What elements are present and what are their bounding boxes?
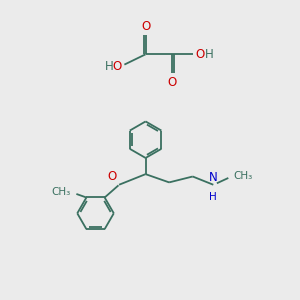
Text: O: O (108, 170, 117, 183)
Text: O: O (196, 48, 205, 61)
Text: H: H (104, 60, 113, 73)
Text: H: H (205, 48, 213, 61)
Text: O: O (113, 60, 122, 73)
Text: CH₃: CH₃ (233, 171, 253, 181)
Text: O: O (141, 20, 150, 33)
Text: H: H (209, 192, 217, 202)
Text: O: O (167, 76, 177, 89)
Text: CH₃: CH₃ (52, 187, 71, 197)
Text: N: N (209, 171, 218, 184)
